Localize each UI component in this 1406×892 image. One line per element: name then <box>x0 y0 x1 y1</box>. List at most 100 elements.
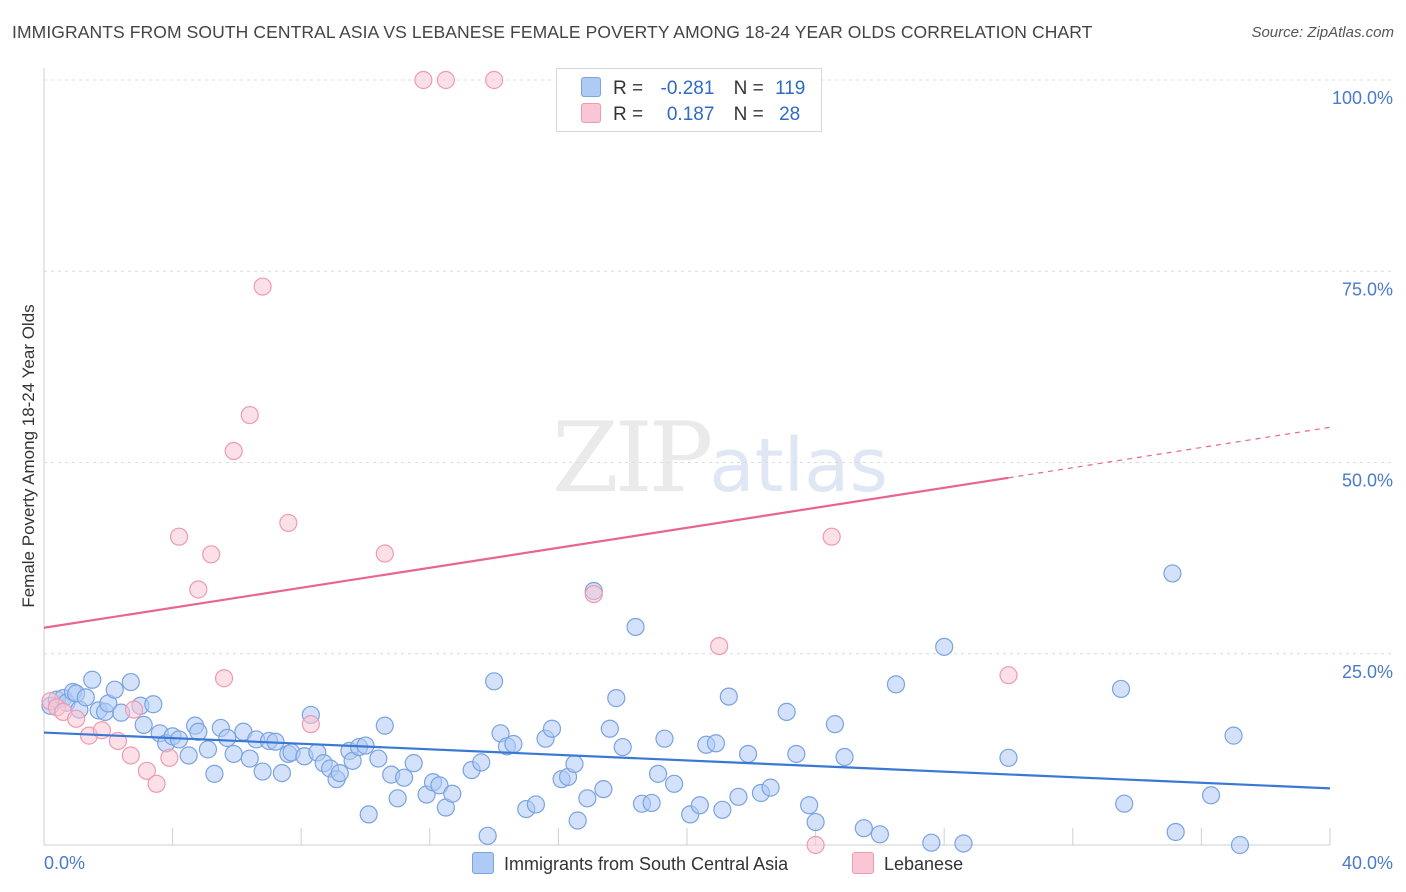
x-tick-label: 0.0% <box>44 853 85 873</box>
point-lebanese <box>67 709 86 728</box>
point-south-central-asia <box>922 833 941 852</box>
point-south-central-asia <box>1115 794 1134 813</box>
point-south-central-asia <box>665 774 684 793</box>
point-south-central-asia <box>565 754 584 774</box>
point-south-central-asia <box>655 729 674 748</box>
legend-n-value: 28 <box>779 104 801 125</box>
legend-n-label: N = <box>733 104 764 125</box>
point-south-central-asia <box>870 825 890 844</box>
point-south-central-asia <box>954 834 973 853</box>
point-south-central-asia <box>607 689 626 708</box>
legend-swatch-blue <box>581 77 601 97</box>
point-south-central-asia <box>478 826 497 845</box>
bottom-legend-label: Lebanese <box>884 854 964 874</box>
y-tick-label: 25.0% <box>1342 662 1393 682</box>
point-south-central-asia <box>369 749 388 768</box>
point-south-central-asia <box>144 695 163 714</box>
legend-row-lebanese: R = 0.187 N = 28 <box>581 103 800 127</box>
point-south-central-asia <box>578 789 597 808</box>
point-south-central-asia <box>272 763 292 783</box>
point-lebanese <box>485 70 504 90</box>
bottom-legend-label: Immigrants from South Central Asia <box>504 854 789 874</box>
point-lebanese <box>124 700 144 719</box>
point-south-central-asia <box>729 787 748 806</box>
point-lebanese <box>710 636 729 656</box>
point-south-central-asia <box>189 722 208 741</box>
point-south-central-asia <box>404 754 423 773</box>
bottom-legend-swatch-blue <box>472 852 494 874</box>
point-south-central-asia <box>542 719 562 738</box>
trend-lines <box>43 426 1331 790</box>
trendline-lebanese-extension <box>1008 426 1331 479</box>
point-south-central-asia <box>568 811 587 830</box>
point-south-central-asia <box>600 719 619 738</box>
point-lebanese <box>301 715 320 734</box>
watermark-atlas: atlas <box>709 423 889 509</box>
point-lebanese <box>189 580 208 599</box>
point-south-central-asia <box>761 778 780 797</box>
point-lebanese <box>999 666 1018 685</box>
point-south-central-asia <box>526 795 545 814</box>
point-south-central-asia <box>738 744 758 764</box>
point-lebanese <box>584 584 603 604</box>
point-south-central-asia <box>375 716 394 735</box>
legend-r-label: R = <box>613 104 644 125</box>
point-lebanese <box>214 669 234 688</box>
point-south-central-asia <box>854 819 873 838</box>
point-south-central-asia <box>690 796 709 815</box>
y-axis-title: Female Poverty Among 18-24 Year Olds <box>19 304 38 607</box>
point-south-central-asia <box>224 744 243 764</box>
legend-r-value: -0.281 <box>660 78 715 99</box>
x-tick-labels: 0.0% 40.0% <box>44 853 1393 873</box>
y-tick-label: 75.0% <box>1342 279 1393 299</box>
point-lebanese <box>279 513 298 533</box>
point-south-central-asia <box>835 747 854 767</box>
point-south-central-asia <box>359 805 378 824</box>
point-south-central-asia <box>713 800 732 819</box>
point-south-central-asia <box>800 796 819 815</box>
point-south-central-asia <box>388 789 407 808</box>
point-south-central-asia <box>253 762 272 781</box>
legend-r-value: 0.187 <box>666 104 715 125</box>
point-lebanese <box>202 545 221 564</box>
point-lebanese <box>414 70 433 90</box>
point-lebanese <box>224 441 243 461</box>
legend-n-label: N = <box>733 78 764 99</box>
watermark-zip: ZIP <box>552 402 713 514</box>
point-south-central-asia <box>430 776 449 795</box>
point-south-central-asia <box>886 675 906 694</box>
point-south-central-asia <box>613 737 632 757</box>
point-lebanese <box>822 527 841 546</box>
point-south-central-asia <box>240 749 259 768</box>
point-south-central-asia <box>179 746 198 765</box>
point-south-central-asia <box>626 617 645 637</box>
point-south-central-asia <box>134 715 153 734</box>
point-south-central-asia <box>777 702 796 721</box>
point-lebanese <box>160 748 179 767</box>
legend-n-value: 119 <box>775 78 806 99</box>
trendline-south-central-asia <box>43 731 1331 790</box>
point-lebanese <box>121 746 140 765</box>
trendline-lebanese <box>43 476 1009 629</box>
point-lebanese <box>147 774 166 793</box>
point-south-central-asia <box>76 688 95 707</box>
point-south-central-asia <box>594 780 613 799</box>
point-south-central-asia <box>1224 726 1243 745</box>
point-south-central-asia <box>105 680 124 699</box>
point-south-central-asia <box>648 764 668 783</box>
point-south-central-asia <box>485 672 504 691</box>
bottom-legend-lebanese: Lebanese <box>852 852 963 875</box>
point-lebanese <box>169 527 189 546</box>
data-points <box>41 70 1250 855</box>
point-south-central-asia <box>999 748 1018 767</box>
point-south-central-asia <box>330 763 349 783</box>
y-tick-label: 100.0% <box>1332 88 1393 108</box>
x-ticks <box>172 828 1331 845</box>
point-south-central-asia <box>121 672 140 692</box>
watermark: ZIPatlas <box>552 402 888 514</box>
legend: R = -0.281 N = 119 R = 0.187 N = 28 <box>556 68 822 132</box>
legend-row-south-central-asia: R = -0.281 N = 119 <box>581 77 805 101</box>
point-south-central-asia <box>394 768 414 787</box>
point-south-central-asia <box>1230 835 1250 855</box>
